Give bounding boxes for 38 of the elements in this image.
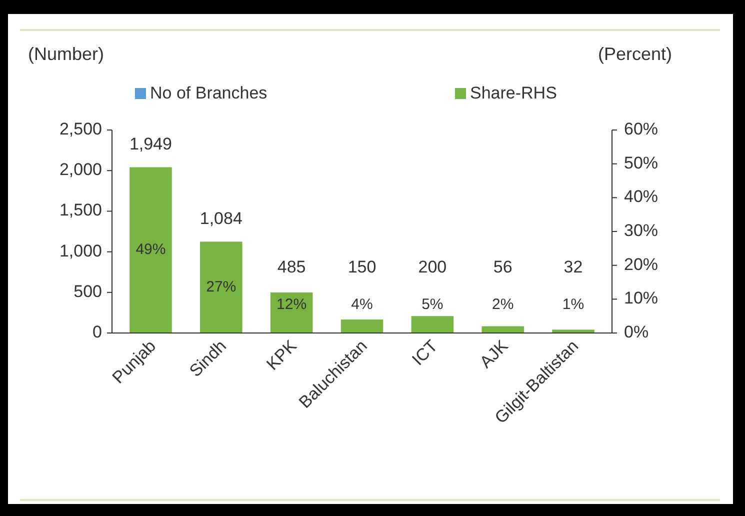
- bar: [270, 292, 313, 333]
- bar: [130, 167, 172, 333]
- bar: [482, 326, 524, 333]
- y2-tick-label: 60%: [624, 119, 658, 138]
- bar: [340, 319, 384, 333]
- y-tick-label: 1,000: [59, 241, 102, 260]
- y-tick-label: 500: [74, 282, 102, 301]
- y2-tick-label: 10%: [624, 288, 658, 308]
- data-label: 49%: [136, 241, 166, 258]
- annotation: 56: [493, 257, 512, 276]
- bar: [200, 242, 242, 333]
- y2-tick-label: 30%: [624, 220, 658, 240]
- annotation: 1,084: [200, 209, 242, 228]
- y-tick-label: 0: [92, 322, 102, 342]
- annotation: 1,949: [129, 134, 172, 154]
- annotation: 150: [348, 257, 376, 276]
- y2-tick-label: 50%: [624, 153, 658, 172]
- data-label: 12%: [276, 296, 307, 313]
- y2-tick-label: 40%: [624, 187, 658, 206]
- y-tick-label: 2,000: [59, 160, 102, 180]
- x-tick-label: ICT: [408, 336, 442, 370]
- y-tick-label: 1,500: [59, 200, 102, 220]
- y-axis-title: (Number): [28, 44, 104, 64]
- y2-tick-label: 0%: [624, 322, 649, 342]
- bar: [411, 316, 454, 333]
- data-label: 27%: [206, 278, 236, 296]
- y2-axis-title: (Percent): [598, 44, 672, 64]
- legend-label: No of Branches: [150, 83, 268, 102]
- annotation: 32: [564, 257, 583, 276]
- data-label: 4%: [351, 296, 373, 313]
- data-label: 1%: [562, 296, 584, 313]
- y2-tick-label: 20%: [624, 254, 658, 274]
- data-label: 2%: [492, 296, 514, 313]
- annotation: 485: [277, 257, 306, 276]
- legend-label: Share-RHS: [470, 83, 557, 102]
- y-tick-label: 2,500: [59, 119, 102, 138]
- annotation: 200: [418, 257, 447, 276]
- data-label: 5%: [422, 296, 444, 313]
